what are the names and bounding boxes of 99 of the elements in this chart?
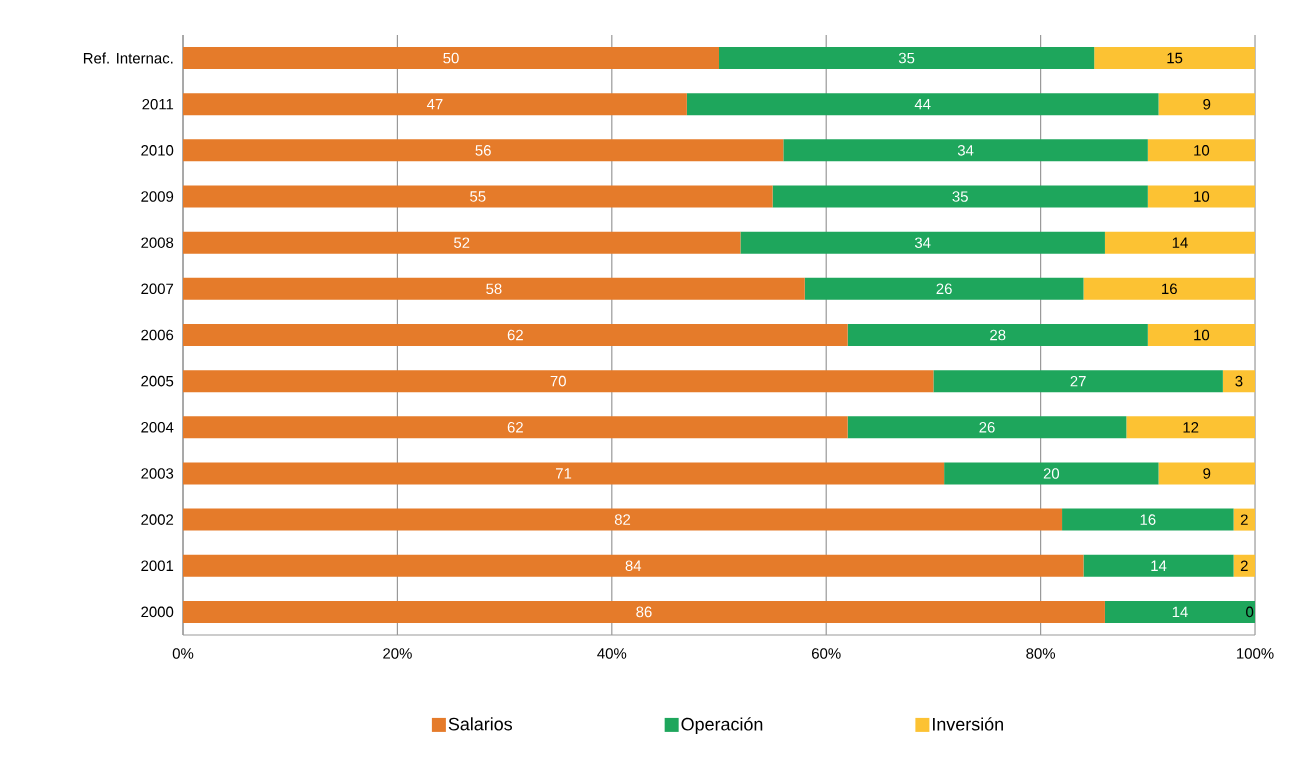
data-label: 9 [1203, 98, 1211, 110]
y-tick-label: 2011 [142, 98, 174, 110]
bar [944, 462, 1159, 485]
bar [1104, 231, 1256, 254]
bar [183, 185, 773, 208]
x-tick-label: 40% [597, 648, 627, 659]
data-label: 84 [625, 560, 642, 572]
x-tick-label: 0% [172, 648, 194, 659]
bar [183, 600, 1105, 623]
data-label: 86 [636, 606, 652, 618]
bar [183, 277, 805, 300]
data-label: 10 [1194, 191, 1210, 202]
data-label: 15 [1167, 52, 1183, 64]
data-label: 12 [1183, 422, 1199, 433]
bar [183, 370, 934, 393]
data-label: 35 [898, 52, 915, 64]
data-label: 44 [914, 99, 931, 110]
x-tick-label: 60% [812, 648, 841, 659]
bar [772, 185, 1148, 208]
y-tick-label: 2006 [141, 329, 174, 341]
y-tick-label: 2010 [141, 145, 174, 156]
data-label: 26 [936, 283, 952, 295]
data-label: 14 [1172, 606, 1188, 618]
bar [1147, 185, 1256, 208]
bar [1147, 139, 1256, 162]
y-tick-label: 2005 [141, 375, 174, 387]
data-label: 20 [1043, 468, 1060, 479]
data-label: 16 [1162, 283, 1177, 295]
data-label: 52 [454, 237, 470, 248]
y-tick-label: 2003 [141, 468, 174, 479]
y-tick-label: 2002 [141, 514, 174, 525]
bar [686, 93, 1159, 116]
legend-label: Operación [681, 717, 763, 735]
y-tick-label: 2008 [141, 237, 174, 248]
bar [183, 554, 1084, 577]
bar [1158, 93, 1256, 116]
bar [933, 370, 1223, 393]
y-tick-label: 2007 [141, 283, 174, 295]
data-label: 55 [470, 191, 486, 202]
data-label: 34 [957, 145, 974, 156]
data-label: 82 [614, 514, 631, 525]
bar [1233, 508, 1256, 531]
data-label: 10 [1194, 145, 1210, 156]
data-label: 27 [1070, 375, 1086, 387]
x-tick-label: 100% [1237, 648, 1274, 659]
y-tick-label: 2001 [141, 560, 174, 572]
bar [1094, 47, 1256, 70]
bar [183, 323, 848, 346]
bar [1158, 462, 1256, 485]
y-tick-label: Ref. Internac. [83, 52, 173, 64]
data-label: 26 [979, 422, 995, 433]
bar [1104, 600, 1256, 623]
bar [1233, 554, 1256, 577]
data-label: 2 [1240, 514, 1248, 525]
data-label: 14 [1172, 237, 1188, 248]
bar [183, 462, 945, 485]
data-label: 16 [1140, 514, 1156, 525]
bar [1126, 416, 1256, 439]
data-label: 56 [475, 145, 491, 156]
data-label: 71 [556, 468, 572, 479]
bar [1083, 554, 1234, 577]
legend-label: Salarios [448, 717, 513, 731]
data-label: 58 [486, 283, 502, 295]
data-label: 34 [914, 237, 931, 248]
bar [1062, 508, 1234, 531]
data-label: 3 [1235, 375, 1243, 387]
bar [183, 508, 1063, 531]
data-label: 47 [426, 99, 443, 110]
bar [719, 47, 1095, 70]
bar [183, 416, 848, 439]
bar [183, 47, 720, 70]
data-label: 70 [550, 375, 566, 387]
data-label: 62 [507, 329, 523, 341]
bar [183, 139, 784, 162]
data-label: 0 [1246, 606, 1254, 618]
data-label: 35 [952, 191, 968, 202]
bar [783, 139, 1148, 162]
data-label: 62 [507, 422, 523, 433]
bar [1147, 323, 1256, 346]
data-label: 9 [1203, 468, 1211, 479]
x-tick-label: 20% [383, 648, 412, 659]
bar [847, 416, 1127, 439]
bar [183, 93, 687, 116]
bar [1222, 370, 1256, 393]
y-tick-label: 2000 [141, 606, 174, 618]
data-label: 10 [1194, 329, 1210, 341]
data-label: 14 [1151, 560, 1167, 571]
data-label: 50 [443, 52, 459, 64]
data-label: 2 [1240, 560, 1248, 571]
bar [740, 231, 1105, 254]
bar [804, 277, 1084, 300]
bar [847, 323, 1148, 346]
y-tick-label: 2009 [141, 191, 174, 202]
y-tick-label: 2004 [141, 422, 174, 433]
bar [1083, 277, 1256, 300]
bar [183, 231, 741, 254]
x-tick-label: 80% [1026, 648, 1056, 659]
data-label: 28 [990, 329, 1006, 341]
legend-label: Inversión [933, 717, 1003, 731]
